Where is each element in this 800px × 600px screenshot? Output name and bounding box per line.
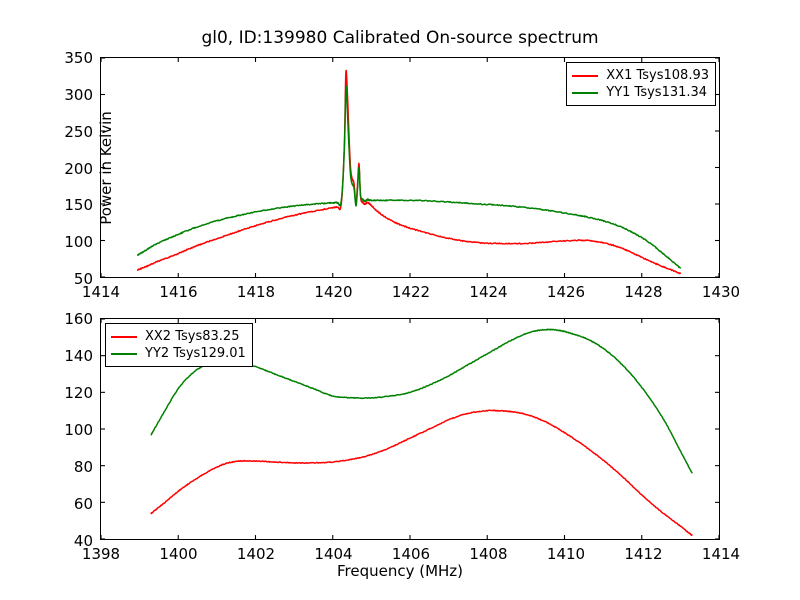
x-tick-label: 1424 (469, 283, 508, 301)
x-tick-label: 1398 (81, 545, 121, 563)
series-line (136, 85, 682, 269)
x-tick-label: 1412 (624, 545, 663, 563)
legend-swatch-xx2 (111, 335, 137, 338)
y-tick-label: 350 (64, 49, 93, 67)
x-tick-label: 1414 (701, 545, 741, 563)
x-tick-label: 1426 (546, 283, 586, 301)
legend-swatch-xx1 (572, 74, 599, 77)
y-tick-label: 150 (64, 196, 93, 215)
series-line (150, 409, 693, 537)
x-tick-label: 1410 (546, 545, 586, 563)
x-tick-label: 1402 (236, 545, 276, 563)
x-tick-label: 1428 (624, 283, 663, 301)
x-tick-label: 1406 (391, 545, 431, 563)
x-tick-label: 1422 (391, 283, 431, 301)
y-tick-label: 250 (64, 122, 93, 141)
legend-item: YY2 Tsys129.01 (111, 345, 246, 362)
bottom-spectrum-panel: 40 60 80 100 120 140 160 1398 1400 1402 1404 1406 1… (64, 310, 740, 563)
y-tick-label: 300 (64, 85, 93, 104)
legend-label-xx2: XX2 Tsys83.25 (145, 329, 240, 344)
page-title: gl0, ID:139980 Calibrated On-source spec… (201, 28, 599, 48)
legend-swatch-yy2 (111, 352, 137, 355)
y-tick-label: 80 (73, 458, 93, 476)
legend-item: XX1 Tsys108.93 (572, 67, 709, 84)
legend-label-yy2: YY2 Tsys129.01 (145, 346, 246, 361)
y-axis-label-top: Power in Kelvin (96, 110, 115, 225)
legend-item: YY1 Tsys131.34 (572, 84, 709, 101)
y-tick-label: 40 (73, 532, 93, 550)
x-tick-label: 1420 (314, 283, 353, 301)
legend-item: XX2 Tsys83.25 (111, 328, 246, 345)
legend-bottom: XX2 Tsys83.25 YY2 Tsys129.01 (105, 323, 253, 367)
x-axis-label: Frequency (MHz) (336, 562, 464, 580)
legend-label-xx1: XX1 Tsys108.93 (606, 68, 709, 83)
x-tick-label: 1416 (159, 283, 198, 301)
y-tick-label: 140 (64, 347, 93, 365)
legend-top: XX1 Tsys108.93 YY1 Tsys131.34 (566, 62, 716, 106)
top-spectrum-panel: Power in Kelvin 50 100 150 200 250 300 350 141… (64, 49, 740, 301)
legend-label-yy1: YY1 Tsys131.34 (606, 85, 708, 100)
y-tick-label: 200 (64, 159, 93, 178)
y-tick-label: 50 (73, 270, 93, 288)
y-tick-label: 60 (73, 495, 93, 513)
top-panel-canvas (101, 58, 719, 277)
x-tick-label: 1414 (81, 283, 121, 301)
y-tick-label: 100 (64, 421, 93, 439)
x-tick-label: 1418 (236, 283, 276, 301)
y-tick-label: 120 (64, 384, 93, 402)
legend-swatch-yy1 (572, 91, 599, 94)
x-tick-label: 1430 (701, 283, 741, 301)
y-tick-label: 100 (64, 233, 93, 252)
x-tick-label: 1404 (314, 545, 353, 563)
x-tick-label: 1400 (159, 545, 198, 563)
y-tick-label: 160 (64, 310, 93, 328)
x-tick-label: 1408 (469, 545, 508, 563)
